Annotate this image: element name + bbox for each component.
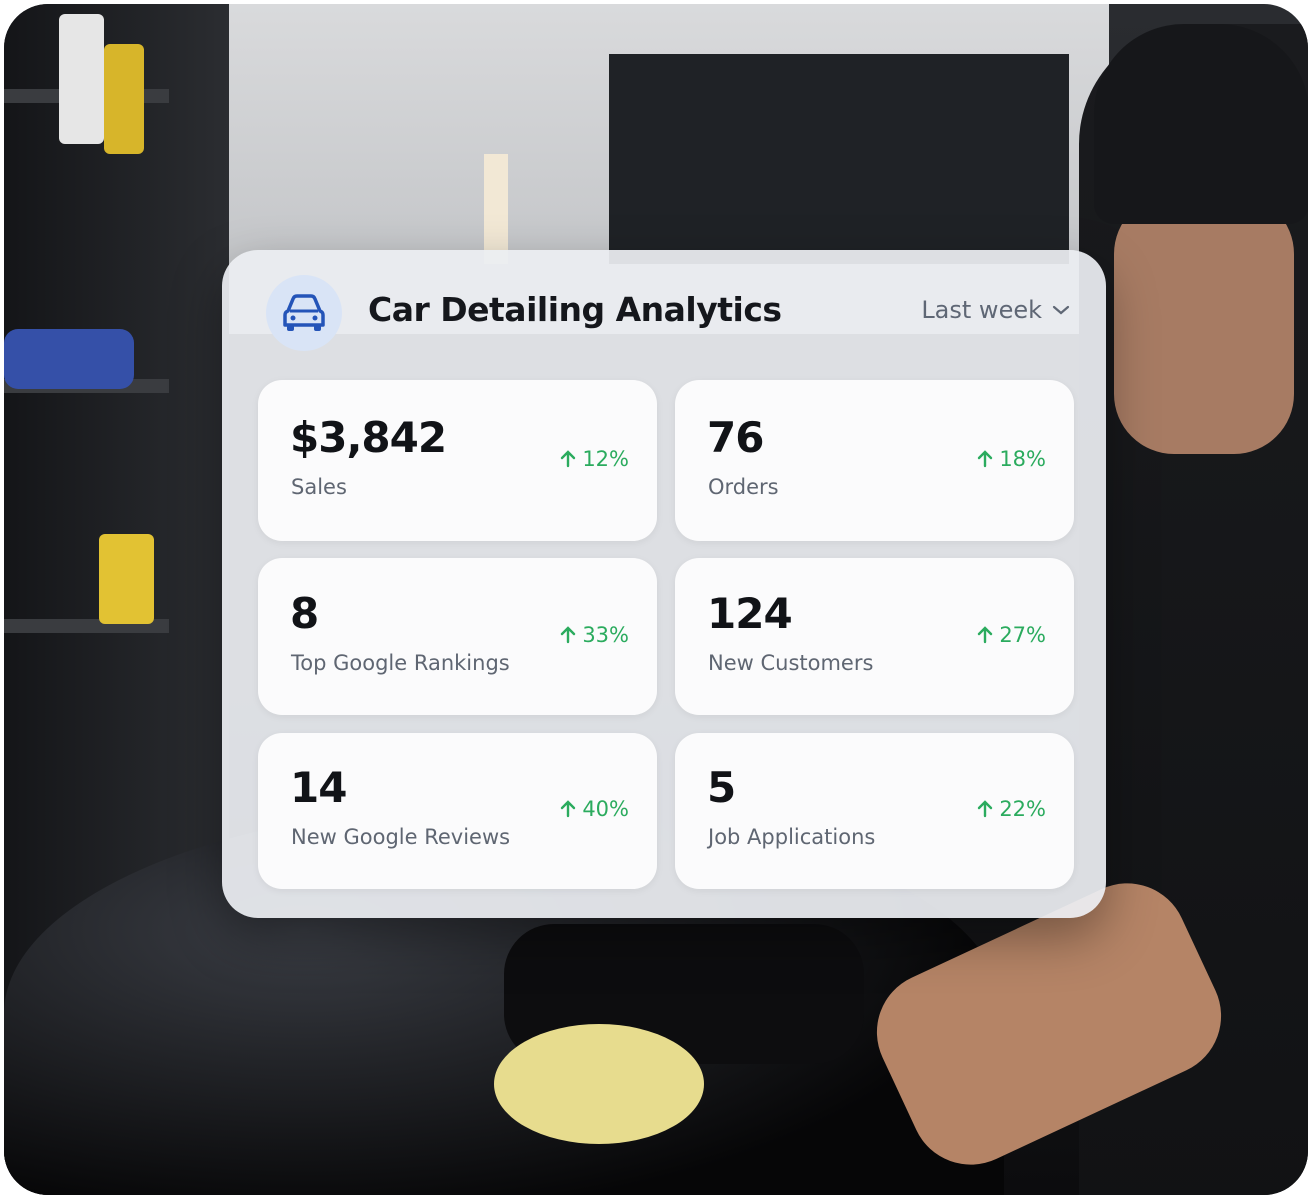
towel bbox=[4, 329, 134, 389]
metric-change: 18% bbox=[977, 447, 1046, 471]
up-arrow bbox=[561, 800, 576, 818]
analytics-card: Car Detailing Analytics Last week $3,842… bbox=[222, 250, 1106, 918]
card-title: Car Detailing Analytics bbox=[368, 290, 782, 329]
bottle bbox=[104, 44, 144, 154]
metric-value: 8 bbox=[290, 588, 319, 638]
metric-value: 124 bbox=[707, 588, 793, 638]
metric-label: Job Applications bbox=[708, 825, 876, 849]
up-arrow bbox=[978, 800, 993, 818]
change-text: 33% bbox=[582, 622, 629, 647]
change-text: 18% bbox=[999, 446, 1046, 471]
up-arrow-path bbox=[561, 800, 576, 818]
detailer-face bbox=[1114, 194, 1294, 454]
metric-change: 27% bbox=[977, 623, 1046, 647]
cap bbox=[1094, 24, 1308, 224]
up-arrow-path bbox=[978, 449, 993, 467]
change-text: 12% bbox=[582, 446, 629, 471]
bottle bbox=[59, 14, 104, 144]
metric-change: 22% bbox=[977, 797, 1046, 821]
metric-change: 40% bbox=[560, 797, 629, 821]
metric-change: 12% bbox=[560, 447, 629, 471]
metric-change: 33% bbox=[560, 623, 629, 647]
change-text: 40% bbox=[582, 797, 629, 821]
up-arrow-path bbox=[561, 449, 576, 467]
up-arrow bbox=[561, 625, 576, 643]
metric-label: Top Google Rankings bbox=[291, 650, 510, 675]
car-icon bbox=[266, 275, 342, 351]
chevron[interactable] bbox=[1052, 304, 1070, 316]
metric-tile: 76 Orders 18% bbox=[675, 380, 1074, 541]
metric-value: 76 bbox=[707, 412, 764, 462]
bottle bbox=[99, 534, 154, 624]
change-text: 22% bbox=[999, 797, 1046, 821]
metric-tile: 5 Job Applications 22% bbox=[675, 733, 1074, 889]
metric-label: Orders bbox=[708, 474, 779, 499]
up-arrow-path bbox=[978, 800, 993, 818]
polisher-pad bbox=[494, 1024, 704, 1144]
metric-value: $3,842 bbox=[290, 412, 447, 462]
period-label[interactable]: Last week bbox=[921, 296, 1042, 324]
metric-tile: 14 New Google Reviews 40% bbox=[258, 733, 657, 889]
car-icon-graphic bbox=[283, 294, 325, 331]
up-arrow bbox=[978, 625, 993, 643]
up-arrow bbox=[561, 449, 576, 467]
metric-tile: 8 Top Google Rankings 33% bbox=[258, 558, 657, 715]
light bbox=[484, 154, 508, 264]
metric-value: 5 bbox=[707, 763, 736, 812]
metric-label: New Customers bbox=[708, 650, 874, 675]
up-arrow bbox=[978, 449, 993, 467]
metric-value: 14 bbox=[290, 763, 347, 812]
up-arrow-path bbox=[978, 625, 993, 643]
metric-label: Sales bbox=[291, 474, 347, 499]
metric-label: New Google Reviews bbox=[291, 825, 511, 849]
up-arrow-path bbox=[561, 625, 576, 643]
metric-tile: $3,842 Sales 12% bbox=[258, 380, 657, 541]
metric-tile: 124 New Customers 27% bbox=[675, 558, 1074, 715]
wall-panel bbox=[609, 54, 1069, 264]
period-dropdown[interactable]: Last week bbox=[921, 296, 1070, 324]
change-text: 27% bbox=[999, 622, 1046, 647]
